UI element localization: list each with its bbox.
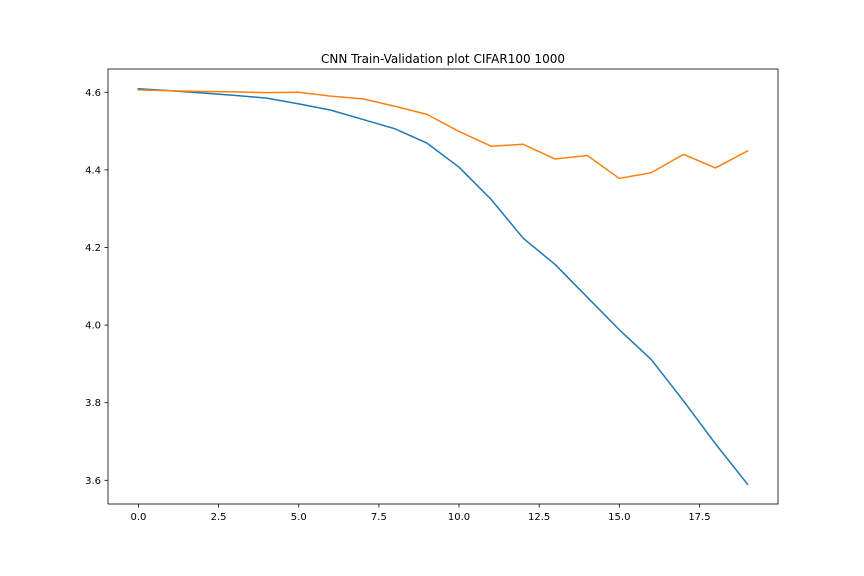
x-tick-label: 10.0 [448, 512, 470, 523]
series-line-1 [137, 87, 749, 486]
x-tick-label: 15.0 [608, 512, 630, 523]
y-axis-ticks: 3.6 3.8 4.0 4.2 4.4 4.6 [85, 88, 108, 487]
series-layer [137, 87, 749, 486]
y-tick-label: 4.2 [85, 243, 101, 254]
chart-title: CNN Train-Validation plot CIFAR100 1000 [321, 52, 565, 66]
x-tick-label: 12.5 [528, 512, 550, 523]
y-tick-label: 4.6 [85, 88, 101, 99]
x-tick-label: 7.5 [371, 512, 387, 523]
y-tick-label: 3.6 [85, 476, 101, 487]
x-axis-ticks: 0.0 2.5 5.0 7.5 10.0 12.5 15.0 17.5 [131, 504, 711, 523]
x-tick-label: 5.0 [291, 512, 307, 523]
x-tick-label: 0.0 [131, 512, 147, 523]
plot-area-frame [107, 68, 779, 505]
x-tick-label: 17.5 [688, 512, 710, 523]
y-tick-label: 3.8 [85, 398, 101, 409]
x-tick-label: 2.5 [211, 512, 227, 523]
y-tick-label: 4.0 [85, 321, 101, 332]
y-tick-label: 4.4 [85, 165, 101, 176]
series-line-2 [137, 89, 749, 180]
